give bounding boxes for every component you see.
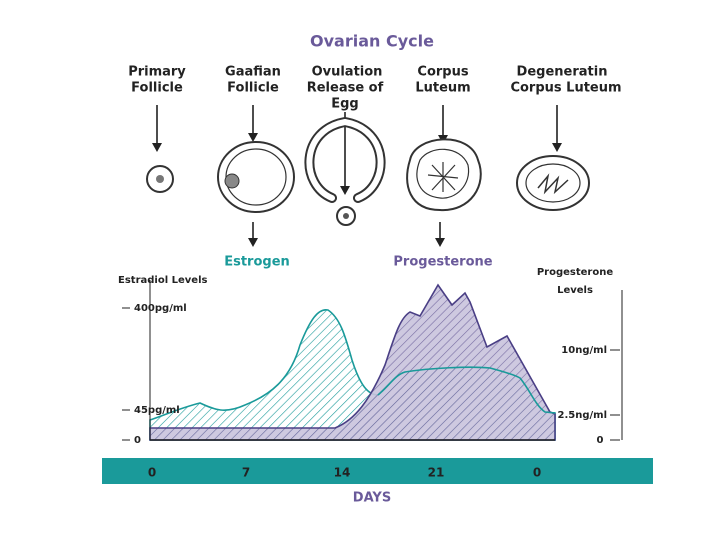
stage-label: Corpus <box>417 65 468 80</box>
left-axis-title: Estradiol Levels <box>118 275 207 286</box>
day-tick: 14 <box>334 466 351 480</box>
right-tick: 10ng/ml <box>561 345 607 356</box>
progesterone-label: Progesterone <box>393 255 492 270</box>
day-tick: 0 <box>148 466 156 480</box>
title: Ovarian Cycle <box>310 32 434 51</box>
day-tick: 0 <box>533 466 541 480</box>
hormone-chart <box>122 280 623 441</box>
stage-label: Ovulation <box>312 65 383 80</box>
days-label: DAYS <box>353 491 391 506</box>
stage-label: Follicle <box>227 81 279 96</box>
day-tick: 7 <box>242 466 250 480</box>
stage-label: Corpus Luteum <box>510 81 621 96</box>
right-axis-title: Progesterone <box>537 267 614 278</box>
stage-label: Egg <box>331 97 359 112</box>
right-tick: 2.5ng/ml <box>558 410 608 421</box>
stage-labels: Primary Follicle Gaafian Follicle Ovulat… <box>128 65 621 112</box>
stage-label: Luteum <box>415 81 470 96</box>
left-tick: 0 <box>134 435 141 446</box>
progesterone-area <box>149 283 556 441</box>
left-tick: 400pg/ml <box>134 303 187 314</box>
stage-label: Primary <box>128 65 186 80</box>
right-axis-title: Levels <box>557 285 593 296</box>
stage-label: Degeneratin <box>517 65 608 80</box>
day-tick: 21 <box>428 466 445 480</box>
follicles <box>146 116 590 226</box>
right-tick: 0 <box>597 435 604 446</box>
days-band <box>102 458 653 484</box>
left-tick: 45pg/ml <box>134 405 180 416</box>
stage-label: Release of <box>307 81 384 96</box>
stage-label: Follicle <box>131 81 183 96</box>
estrogen-label: Estrogen <box>224 255 290 270</box>
stage-label: Gaafian <box>225 65 281 80</box>
